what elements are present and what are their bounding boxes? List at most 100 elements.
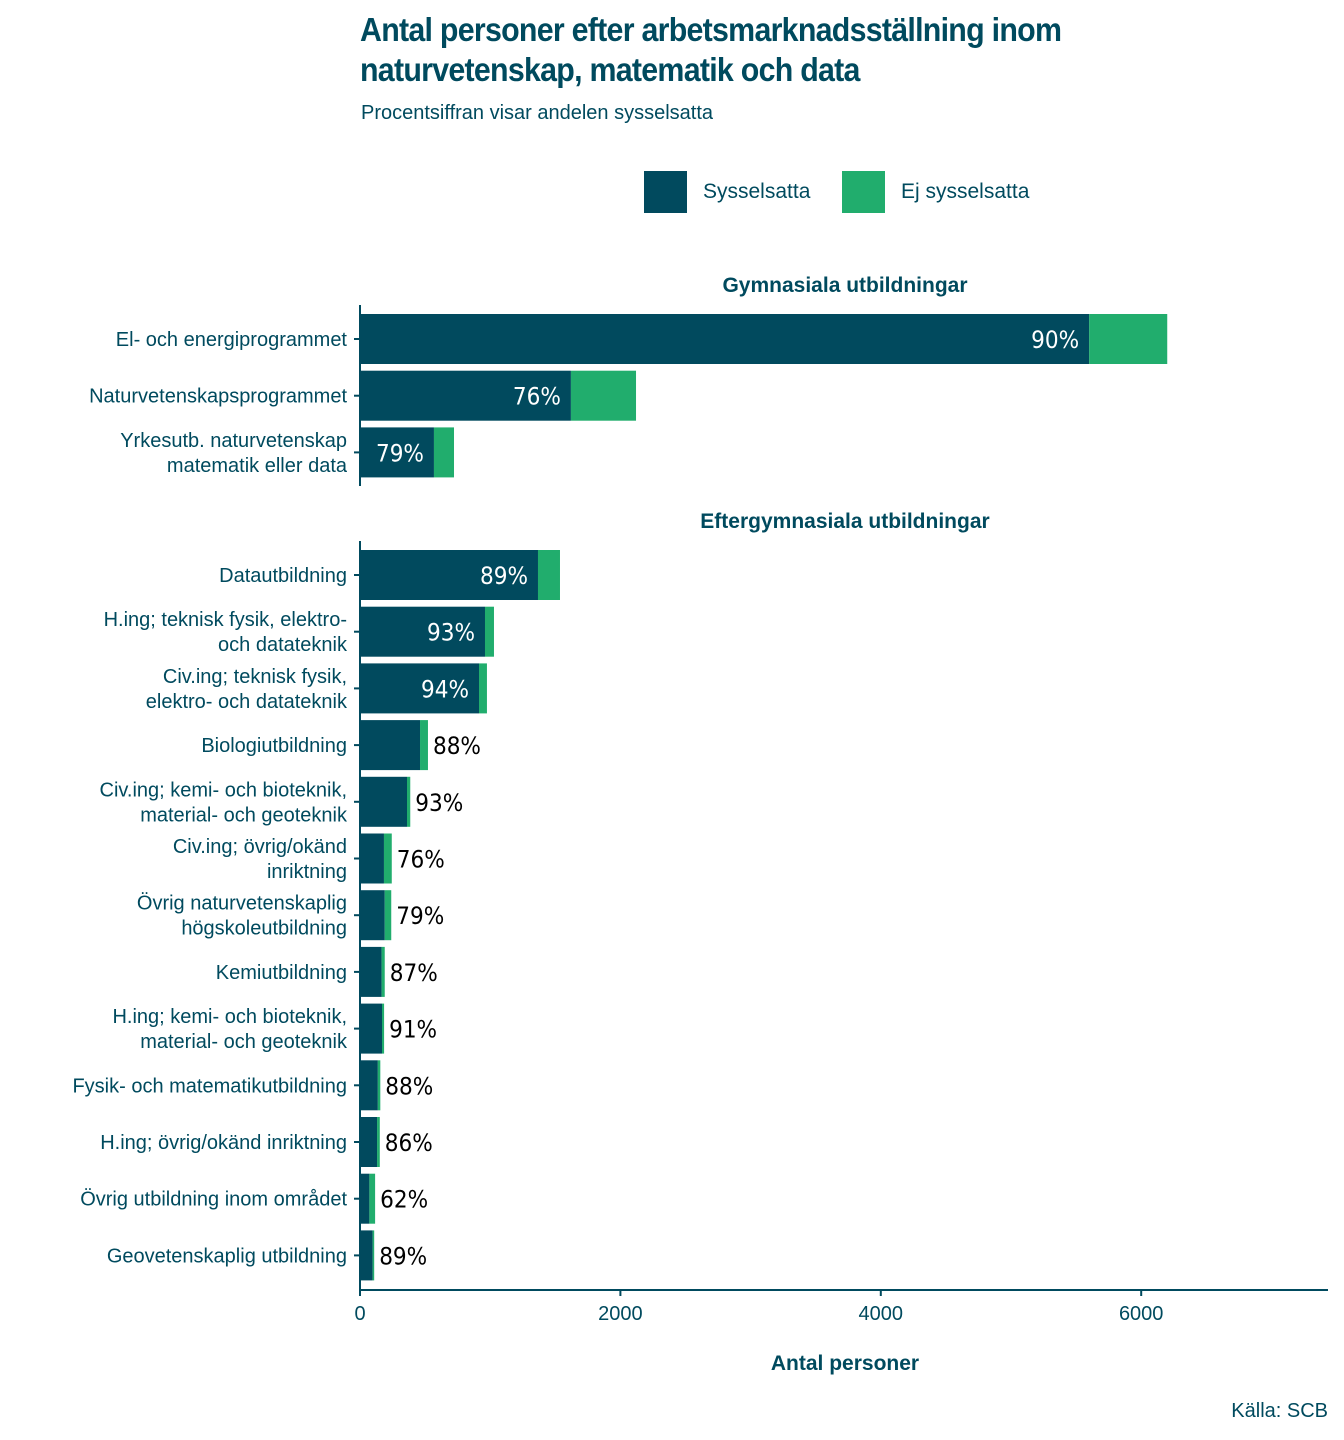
category-label-line: Civ.ing; teknisk fysik,: [163, 666, 347, 688]
bar-sysselsatta: [360, 776, 408, 827]
facet-title: Gymnasiala utbildningar: [722, 274, 967, 297]
x-tick-label: 6000: [1119, 1303, 1164, 1325]
x-tick-label: 0: [354, 1303, 365, 1325]
category-label: Yrkesutb. naturvetenskap matematik eller …: [120, 430, 348, 477]
chart-title: Antal personer efter arbetsmarknadsställ…: [360, 11, 1062, 88]
x-tick-label: 2000: [598, 1303, 643, 1325]
bar-ej-sysselsatta: [369, 1173, 376, 1224]
bar-ej-sysselsatta: [484, 606, 494, 657]
bar-ej-sysselsatta: [420, 720, 428, 771]
bar-sysselsatta: [360, 427, 434, 478]
bar-ej-sysselsatta: [407, 776, 411, 827]
bar-ej-sysselsatta: [383, 833, 392, 884]
category-label-line: H.ing; övrig/okänd inriktning: [100, 1132, 347, 1154]
category-label-line: material- och geoteknik: [140, 804, 348, 826]
bar-sysselsatta: [360, 606, 485, 657]
category-label-line: Kemiutbildning: [216, 962, 347, 984]
bar-ej-sysselsatta: [377, 1117, 380, 1167]
category-label-line: Fysik- och matematikutbildning: [72, 1075, 347, 1097]
category-label: Kemiutbildning: [216, 962, 347, 984]
legend-label-sysselsatta: Sysselsatta: [703, 180, 811, 203]
bar-ej-sysselsatta: [382, 1003, 385, 1054]
bar-ej-sysselsatta: [384, 890, 392, 941]
category-label-line: Civ.ing; övrig/okänd: [173, 836, 347, 858]
percent-label: 79%: [376, 439, 424, 467]
bar-sysselsatta: [360, 1060, 378, 1111]
legend-swatch-sysselsatta: [644, 171, 687, 213]
bar-sysselsatta: [360, 946, 382, 997]
category-label-line: Övrig naturvetenskaplig: [137, 893, 347, 915]
category-label: Datautbildning: [219, 565, 347, 587]
category-label-line: H.ing; kemi- och bioteknik,: [112, 1006, 347, 1028]
category-label-line: Biologiutbildning: [201, 735, 347, 757]
percent-label: 93%: [427, 619, 475, 647]
legend-label-ej-sysselsatta: Ej sysselsatta: [901, 180, 1030, 203]
category-label: Geovetenskaplig utbildning: [107, 1245, 347, 1267]
percent-label: 62%: [380, 1186, 428, 1214]
percent-label: 87%: [390, 959, 438, 987]
bar-sysselsatta: [360, 1230, 373, 1281]
bar-ej-sysselsatta: [1089, 314, 1168, 364]
percent-label: 91%: [389, 1016, 437, 1044]
percent-label: 89%: [480, 562, 528, 590]
bar-ej-sysselsatta: [377, 1060, 381, 1111]
bar-sysselsatta: [360, 890, 385, 941]
legend-swatch-ej-sysselsatta: [842, 171, 885, 213]
percent-label: 86%: [385, 1129, 433, 1157]
category-label: Biologiutbildning: [201, 735, 347, 757]
category-label-line: Övrig utbildning inom området: [80, 1189, 347, 1211]
category-label-line: material- och geoteknik: [140, 1031, 348, 1053]
bar-ej-sysselsatta: [372, 1230, 375, 1281]
source-note: Källa: SCB: [1231, 1400, 1328, 1422]
category-label: Civ.ing; teknisk fysik, elektro- och data…: [146, 666, 348, 713]
percent-label: 88%: [433, 732, 481, 760]
bar-ej-sysselsatta: [537, 550, 560, 600]
bar-ej-sysselsatta: [570, 370, 637, 421]
x-tick-label: 4000: [859, 1303, 904, 1325]
bar-sysselsatta: [360, 1117, 378, 1167]
category-label: Övrig naturvetenskaplig högskoleutbildnin…: [137, 893, 347, 940]
category-label-line: inriktning: [267, 861, 347, 883]
category-label: Civ.ing; övrig/okänd inriktning: [173, 836, 347, 883]
category-label-line: Geovetenskaplig utbildning: [107, 1245, 347, 1267]
percent-label: 93%: [415, 789, 463, 817]
legend-item-ej-sysselsatta: Ej sysselsatta: [842, 171, 1029, 213]
category-label-line: och datateknik: [218, 634, 348, 656]
bar-sysselsatta: [360, 720, 421, 771]
facet-title: Eftergymnasiala utbildningar: [700, 510, 989, 533]
percent-label: 79%: [396, 902, 444, 930]
bar-ej-sysselsatta: [433, 427, 455, 478]
category-label-line: matematik eller data: [167, 455, 348, 477]
category-label: Naturvetenskapsprogrammet: [89, 386, 347, 408]
category-label-line: Civ.ing; kemi- och bioteknik,: [100, 779, 348, 801]
percent-label: 90%: [1031, 326, 1079, 354]
chart-subtitle: Procentsiffran visar andelen sysselsatta: [361, 102, 714, 124]
percent-label: 89%: [379, 1242, 427, 1270]
category-label-line: elektro- och datateknik: [146, 691, 348, 713]
category-label-line: Naturvetenskapsprogrammet: [89, 386, 347, 408]
category-label-line: Yrkesutb. naturvetenskap: [120, 430, 347, 452]
bar-ej-sysselsatta: [381, 946, 385, 997]
category-label-line: högskoleutbildning: [181, 918, 347, 940]
category-label: Civ.ing; kemi- och bioteknik, material- o…: [100, 779, 348, 826]
category-label: H.ing; teknisk fysik, elektro-och datate…: [104, 609, 348, 656]
category-label: H.ing; kemi- och bioteknik, material- och…: [112, 1006, 348, 1053]
category-label: El- och energiprogrammet: [116, 329, 348, 351]
bar-sysselsatta: [360, 550, 538, 600]
percent-label: 94%: [421, 675, 469, 703]
legend-item-sysselsatta: Sysselsatta: [644, 171, 810, 213]
bar-sysselsatta: [360, 833, 384, 884]
percent-label: 88%: [385, 1072, 433, 1100]
bar-ej-sysselsatta: [479, 663, 487, 714]
bar-sysselsatta: [360, 1003, 383, 1054]
category-label: Fysik- och matematikutbildning: [72, 1075, 347, 1097]
category-label: H.ing; övrig/okänd inriktning: [100, 1132, 347, 1154]
category-label-line: Datautbildning: [219, 565, 347, 587]
category-label-line: El- och energiprogrammet: [116, 329, 348, 351]
bar-sysselsatta: [360, 663, 480, 714]
bar-sysselsatta: [360, 314, 1090, 364]
bar-sysselsatta: [360, 1173, 370, 1224]
category-label: Övrig utbildning inom området: [80, 1189, 347, 1211]
percent-label: 76%: [513, 383, 561, 411]
